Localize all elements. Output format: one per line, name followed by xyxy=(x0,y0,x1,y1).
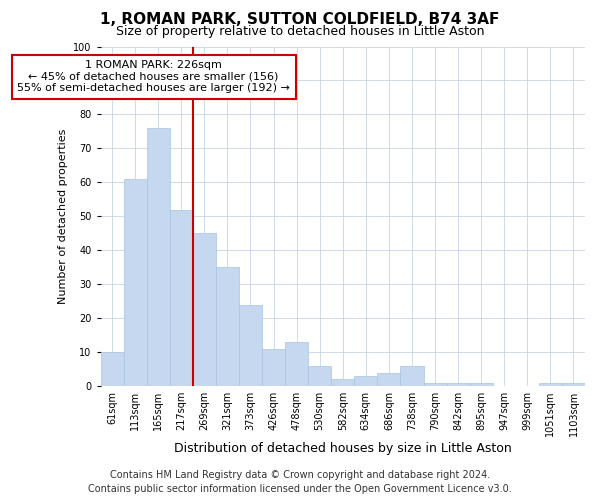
Bar xyxy=(101,352,124,386)
Bar xyxy=(216,268,239,386)
Bar xyxy=(539,383,562,386)
Text: 1 ROMAN PARK: 226sqm
← 45% of detached houses are smaller (156)
55% of semi-deta: 1 ROMAN PARK: 226sqm ← 45% of detached h… xyxy=(17,60,290,94)
Bar xyxy=(562,383,585,386)
Bar xyxy=(239,304,262,386)
Bar xyxy=(424,383,446,386)
Bar xyxy=(400,366,424,386)
Text: Size of property relative to detached houses in Little Aston: Size of property relative to detached ho… xyxy=(116,25,484,38)
Bar xyxy=(308,366,331,386)
Bar xyxy=(124,179,146,386)
Bar xyxy=(146,128,170,386)
Bar xyxy=(470,383,493,386)
Bar xyxy=(446,383,470,386)
Bar xyxy=(354,376,377,386)
X-axis label: Distribution of detached houses by size in Little Aston: Distribution of detached houses by size … xyxy=(174,442,512,455)
Text: 1, ROMAN PARK, SUTTON COLDFIELD, B74 3AF: 1, ROMAN PARK, SUTTON COLDFIELD, B74 3AF xyxy=(100,12,500,28)
Bar xyxy=(331,380,354,386)
Bar xyxy=(170,210,193,386)
Bar xyxy=(193,234,216,386)
Bar xyxy=(285,342,308,386)
Y-axis label: Number of detached properties: Number of detached properties xyxy=(58,128,68,304)
Bar xyxy=(262,349,285,386)
Text: Contains HM Land Registry data © Crown copyright and database right 2024.
Contai: Contains HM Land Registry data © Crown c… xyxy=(88,470,512,494)
Bar xyxy=(377,372,400,386)
